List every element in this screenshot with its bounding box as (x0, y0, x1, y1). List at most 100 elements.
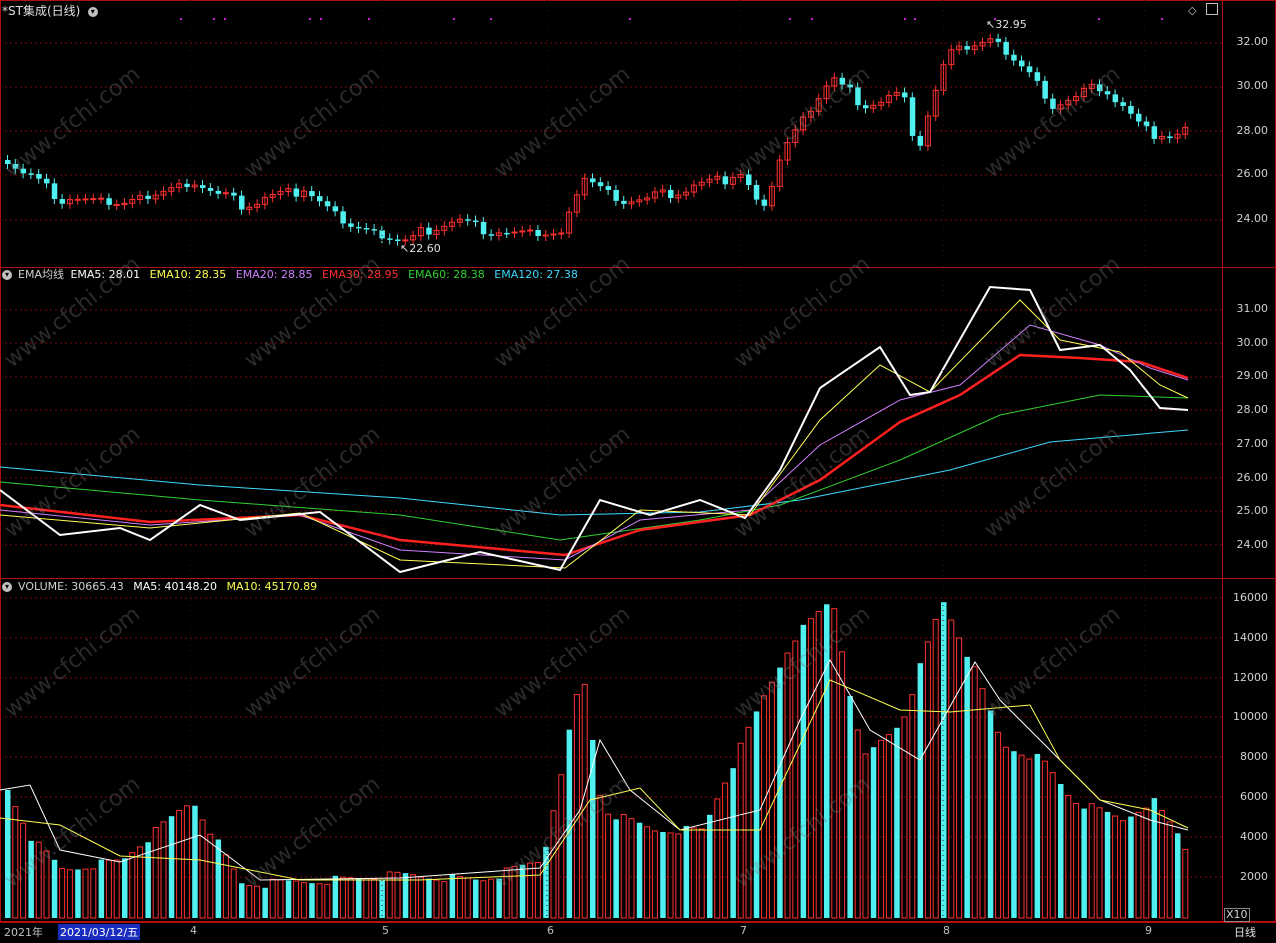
volume-bar (363, 878, 370, 919)
volume-bar (339, 876, 346, 919)
marker-dot (629, 18, 631, 20)
marker-dot (914, 18, 916, 20)
chart-canvas[interactable] (0, 0, 1222, 922)
month-label: 8 (943, 924, 950, 937)
candle-body (1158, 135, 1165, 140)
ema-tick: 24.00 (1236, 538, 1269, 551)
volume-bar (230, 868, 237, 919)
candle-body (698, 181, 705, 186)
ema-tick: 31.00 (1236, 302, 1269, 315)
volume-tick: 16000 (1233, 591, 1268, 604)
volume-bar (660, 832, 666, 918)
volume-bar (1128, 816, 1134, 918)
price-tick: 30.00 (1236, 79, 1269, 92)
ema-tick: 28.00 (1236, 403, 1269, 416)
volume-bar (800, 624, 807, 918)
volume-bar (1182, 848, 1189, 919)
marker-dot (368, 18, 370, 20)
candle-body (129, 199, 136, 204)
candle-body (363, 228, 370, 230)
chevron-down-icon[interactable]: ▾ (2, 582, 12, 592)
volume-tick: 2000 (1240, 870, 1268, 883)
candle-body (558, 232, 565, 235)
candle-body (527, 229, 534, 232)
diamond-icon[interactable]: ◇ (1188, 4, 1197, 17)
volume-bar (43, 850, 50, 919)
candle-body (324, 201, 331, 207)
volume-bar (145, 842, 151, 918)
volume-bar (5, 790, 11, 918)
volume-bar (417, 876, 424, 919)
candle-body (885, 94, 892, 103)
candle-body (402, 239, 409, 242)
volume-bar (971, 666, 978, 919)
chevron-down-icon[interactable]: ▾ (87, 7, 98, 17)
marker-dot (453, 18, 455, 20)
volume-bar (573, 694, 580, 919)
volume-bar (356, 878, 362, 918)
period-label[interactable]: 日线 (1234, 926, 1256, 939)
marker-dot (811, 18, 813, 20)
ema-indicator-name[interactable]: EMA均线 (18, 268, 64, 281)
volume-bar (1175, 833, 1181, 918)
window-toggle-icon[interactable] (1206, 3, 1218, 15)
marker-dot (1161, 18, 1163, 20)
candle-body (1167, 136, 1173, 139)
date-axis (0, 922, 1276, 943)
volume-tick: 8000 (1240, 750, 1268, 763)
volume-bar (1002, 746, 1009, 919)
candle-body (1143, 121, 1150, 127)
candle-body (1128, 105, 1134, 114)
volume-bar (449, 874, 456, 918)
volume-bar (215, 839, 222, 918)
candle-body (473, 220, 479, 223)
volume-bar (82, 868, 89, 919)
candle-body (948, 49, 955, 66)
candle-body (293, 188, 300, 197)
volume-bar (300, 882, 307, 919)
ema-tick: 27.00 (1236, 437, 1269, 450)
candle-body (191, 184, 198, 188)
candle-body (160, 190, 167, 196)
candle-body (356, 226, 362, 229)
candle-body (519, 230, 526, 233)
vol-ma10-label: MA10: 45170.89 (226, 580, 318, 593)
candle-body (379, 230, 385, 239)
candle-body (145, 195, 151, 199)
candle-body (714, 175, 721, 180)
candle-body (488, 234, 495, 236)
candle-body (831, 77, 838, 87)
volume-bar (995, 731, 1002, 919)
volume-bar (426, 878, 432, 918)
volume-legend: ▾ VOLUME: 30665.43 MA5: 40148.20 MA10: 45… (2, 580, 323, 594)
candle-body (768, 185, 775, 207)
candle-body (1088, 83, 1095, 89)
ema-tick: 29.00 (1236, 369, 1269, 382)
ema5-line (0, 285, 1189, 574)
volume-bar (152, 827, 159, 919)
volume-bar (605, 813, 612, 919)
candle-body (597, 182, 604, 187)
volume-bar (473, 879, 479, 918)
volume-bar (636, 822, 643, 918)
candle-body (200, 185, 206, 188)
volume-bar (1112, 815, 1119, 919)
candle-body (495, 232, 502, 237)
volume-bar (862, 753, 869, 919)
chevron-down-icon[interactable]: ▾ (2, 270, 12, 280)
candle-body (1080, 87, 1087, 98)
volume-bar (885, 734, 892, 919)
ema5-label: EMA5: 28.01 (70, 268, 141, 281)
volume-bar (1151, 798, 1158, 918)
candle-body (1073, 96, 1080, 102)
volume-bar (75, 869, 81, 918)
volume-bar (924, 641, 931, 919)
volume-bar (1058, 784, 1064, 918)
candle-body (746, 174, 752, 185)
candle-body (246, 206, 253, 211)
volume-bar (597, 795, 604, 919)
month-label: 7 (740, 924, 747, 937)
marker-dot (490, 18, 492, 20)
cursor-date: 2021/03/12/五 (58, 924, 141, 940)
candle-body (66, 199, 73, 205)
